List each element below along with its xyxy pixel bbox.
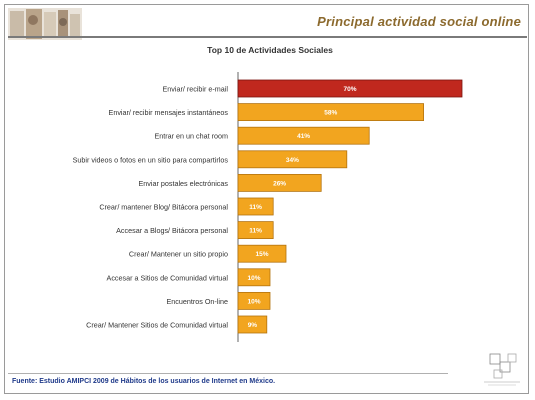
chart-title: Top 10 de Actividades Sociales — [207, 45, 333, 55]
bar-8 — [237, 244, 287, 263]
category-label: Encuentros On-line — [166, 297, 228, 306]
bar-2 — [237, 103, 425, 121]
bar-9 — [237, 268, 271, 287]
category-label: Subir videos o fotos en un sitio para co… — [73, 155, 229, 164]
footer-divider — [8, 373, 448, 374]
bar-value-label: 34% — [286, 157, 299, 164]
bar-4 — [237, 150, 348, 169]
bar-value-label: 11% — [249, 204, 262, 211]
bar-6 — [237, 197, 274, 216]
bar-1 — [237, 79, 463, 98]
category-label: Entrar en un chat room — [154, 132, 228, 141]
bar-value-label: 41% — [297, 133, 310, 140]
source-note: Fuente: Estudio AMIPCI 2009 de Hábitos d… — [12, 378, 276, 385]
bar-value-label: 11% — [249, 228, 262, 235]
category-label: Accesar a Sitios de Comunidad virtual — [107, 273, 229, 282]
category-label: Enviar/ recibir mensajes instantáneos — [109, 108, 229, 117]
bar-3 — [237, 126, 370, 145]
category-label: Crear/ mantener Blog/ Bitácora personal — [99, 203, 228, 212]
bar-value-label: 70% — [343, 86, 356, 93]
category-label: Crear/ Mantener un sitio propio — [129, 250, 228, 259]
category-label: Accesar a Blogs/ Bitácora personal — [116, 226, 228, 235]
page-title: Principal actividad social online — [317, 14, 521, 29]
bar-11 — [237, 315, 268, 334]
header-photo-icon — [8, 8, 82, 40]
bar-value-label: 9% — [248, 322, 258, 329]
bar-value-label: 10% — [247, 275, 260, 282]
category-label: Enviar postales electrónicas — [139, 179, 229, 188]
category-label: Crear/ Mantener Sitios de Comunidad virt… — [86, 321, 228, 330]
bar-value-label: 58% — [324, 110, 337, 117]
bar-value-label: 10% — [247, 298, 260, 305]
bar-10 — [237, 291, 271, 310]
bar-5 — [237, 173, 322, 192]
bar-value-label: 26% — [273, 180, 286, 187]
header-divider — [8, 36, 527, 38]
bar-7 — [237, 221, 274, 240]
company-logo-icon — [484, 353, 520, 386]
category-label: Enviar/ recibir e-mail — [162, 85, 228, 94]
bar-value-label: 15% — [255, 251, 268, 258]
